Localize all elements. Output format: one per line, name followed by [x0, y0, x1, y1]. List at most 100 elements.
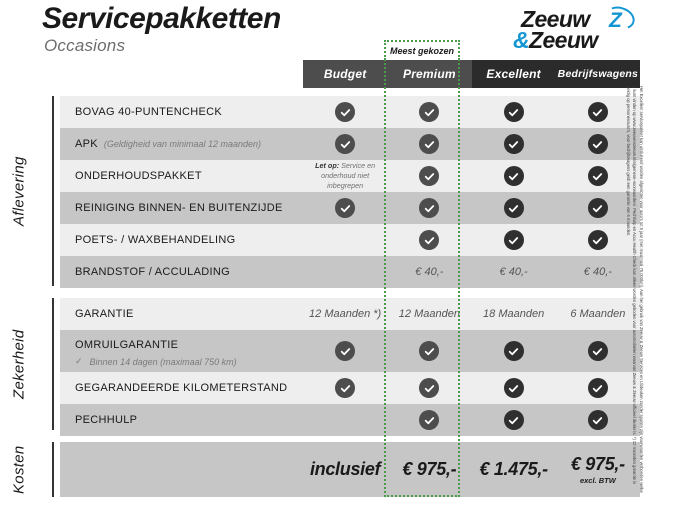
row-label: OMRUILGARANTIE — [75, 339, 179, 351]
column-header-budget[interactable]: Budget — [303, 60, 388, 88]
row-sub-note: ✓ Binnen 14 dagen (maximaal 750 km) — [75, 356, 237, 367]
row-label-cell: ONDERHOUDSPAKKET — [60, 170, 303, 182]
included-check-icon — [587, 341, 608, 361]
table-row: ONDERHOUDSPAKKET Let op: Service en onder… — [60, 160, 640, 192]
row-cells — [303, 404, 640, 436]
cell-bedrijfswagens — [556, 372, 640, 404]
table-row: GEGARANDEERDE KILOMETERSTAND — [60, 372, 640, 404]
included-check-icon — [503, 341, 524, 361]
row-cells — [303, 192, 640, 224]
included-check-icon — [503, 166, 524, 186]
brand-logo: Z Zeeuw &Zeeuw — [513, 2, 638, 56]
price-cell-bedrijfswagens: € 975,- excl. BTW — [556, 442, 640, 497]
included-check-icon — [503, 198, 524, 218]
price-value: € 975,- — [570, 454, 625, 474]
section-rule-zekerheid — [52, 298, 54, 430]
row-sub-text: Binnen 14 dagen (maximaal 750 km) — [89, 356, 237, 367]
section-label-kosten: Kosten — [10, 445, 28, 494]
price-cell-budget: inclusief — [303, 442, 387, 497]
cell-budget: Let op: Service en onderhoud niet inbegr… — [303, 160, 387, 192]
cell-excellent — [472, 372, 556, 404]
check-icon — [340, 140, 350, 148]
check-icon — [340, 108, 350, 116]
cell-value: € 40,- — [415, 266, 444, 278]
included-check-icon — [419, 378, 440, 398]
included-check-icon — [419, 102, 440, 122]
check-icon — [424, 140, 435, 148]
cell-premium — [387, 160, 471, 192]
cell-excellent — [472, 404, 556, 436]
included-check-icon — [587, 410, 608, 430]
column-header-excellent[interactable]: Excellent — [471, 60, 556, 88]
row-label-cell: GEGARANDEERDE KILOMETERSTAND — [60, 382, 303, 394]
check-icon — [424, 172, 435, 180]
row-label-cell: APK (Geldigheid van minimaal 12 maanden) — [60, 138, 303, 150]
included-check-icon — [335, 378, 356, 398]
row-label: ONDERHOUDSPAKKET — [75, 170, 202, 182]
cell-bedrijfswagens — [556, 330, 640, 372]
included-check-icon — [503, 378, 524, 398]
cell-premium — [387, 330, 471, 372]
cell-value: 12 Maanden *) — [309, 308, 382, 320]
logo-z-mark-icon: Z — [609, 9, 622, 32]
cell-premium — [387, 372, 471, 404]
table-row: GARANTIE 12 Maanden *) 12 Maanden 18 Maande… — [60, 298, 640, 330]
column-header-premium[interactable]: Premium — [387, 60, 472, 88]
row-cells — [303, 330, 640, 372]
cell-bedrijfswagens: 6 Maanden — [556, 298, 640, 330]
row-cells: 12 Maanden *) 12 Maanden 18 Maanden 6 Maand… — [303, 298, 640, 330]
section-rule-aflevering — [52, 96, 54, 286]
price-value: € 1.475,- — [479, 459, 548, 479]
row-label-cell: REINIGING BINNEN- EN BUITENZIJDE — [60, 202, 303, 214]
check-icon — [424, 236, 435, 244]
page-subtitle: Occasions — [44, 36, 126, 55]
row-label-cell: PECHHULP — [60, 414, 303, 426]
table-row: REINIGING BINNEN- EN BUITENZIJDE — [60, 192, 640, 224]
row-label: REINIGING BINNEN- EN BUITENZIJDE — [75, 202, 283, 214]
check-icon — [424, 108, 435, 116]
check-icon — [508, 204, 519, 212]
check-icon — [593, 347, 603, 355]
cell-bedrijfswagens — [556, 96, 640, 128]
most-chosen-badge: Meest gekozen — [384, 40, 460, 60]
check-icon — [424, 416, 435, 424]
cell-bedrijfswagens — [556, 128, 640, 160]
check-icon — [593, 140, 603, 148]
included-check-icon — [587, 134, 608, 154]
row-label: GEGARANDEERDE KILOMETERSTAND — [75, 382, 288, 394]
row-cells — [303, 224, 640, 256]
cell-budget: 12 Maanden *) — [303, 298, 387, 330]
price-cells: inclusief € 975,- € 1.475,- € 975,- excl. BT… — [303, 442, 640, 497]
price-subnote: excl. BTW — [579, 476, 616, 485]
column-header-bedrijfswagens[interactable]: Bedrijfswagens — [555, 60, 640, 88]
cell-budget — [303, 192, 387, 224]
cell-excellent: € 40,- — [472, 256, 556, 288]
cell-premium — [387, 404, 471, 436]
included-check-icon — [503, 102, 524, 122]
included-check-icon — [587, 230, 608, 250]
check-icon — [508, 416, 519, 424]
cell-bedrijfswagens — [556, 192, 640, 224]
table-row: PECHHULP — [60, 404, 640, 436]
row-cells: € 40,- € 40,- € 40,- — [303, 256, 640, 288]
row-note: (Geldigheid van minimaal 12 maanden) — [103, 139, 262, 149]
cell-value: 6 Maanden — [570, 308, 626, 320]
row-label-cell: BOVAG 40-PUNTENCHECK — [60, 106, 303, 118]
table-row: BRANDSTOF / ACCULADING € 40,- € 40,- € 40,- — [60, 256, 640, 288]
cell-excellent — [472, 160, 556, 192]
included-check-icon — [419, 341, 440, 361]
table-row: APK (Geldigheid van minimaal 12 maanden) — [60, 128, 640, 160]
cell-excellent — [472, 192, 556, 224]
price-cell-premium: € 975,- — [387, 442, 471, 497]
cell-budget — [303, 372, 387, 404]
cell-excellent — [472, 96, 556, 128]
check-icon — [593, 108, 603, 116]
cell-excellent — [472, 224, 556, 256]
check-icon — [424, 204, 435, 212]
cell-value: € 40,- — [583, 266, 612, 278]
check-icon — [340, 347, 350, 355]
row-label: PECHHULP — [75, 414, 138, 426]
included-check-icon — [419, 230, 440, 250]
included-check-icon — [335, 102, 356, 122]
cell-value: € 40,- — [499, 266, 528, 278]
